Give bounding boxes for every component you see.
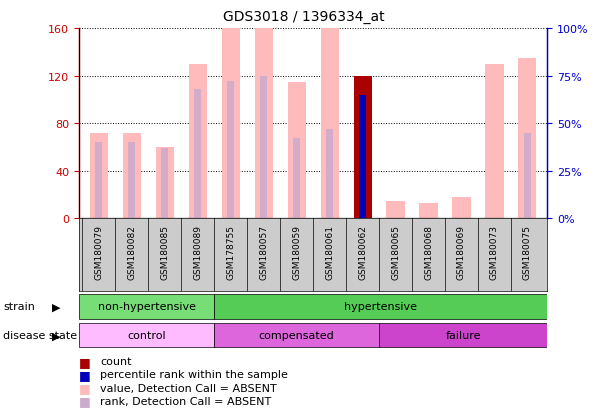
Text: GSM180089: GSM180089: [193, 225, 202, 280]
Bar: [214, 323, 379, 348]
Bar: [214, 294, 547, 319]
Bar: [524, 133, 531, 219]
Bar: [260, 76, 268, 219]
Text: GSM180059: GSM180059: [292, 225, 301, 280]
Bar: [123, 133, 141, 219]
Bar: [156, 147, 174, 219]
Bar: [161, 149, 168, 219]
Text: non-hypertensive: non-hypertensive: [98, 301, 196, 312]
Bar: [188, 64, 207, 219]
Text: ■: ■: [79, 355, 91, 368]
Text: GSM180062: GSM180062: [358, 225, 367, 280]
Text: disease state: disease state: [3, 330, 77, 341]
Text: GSM180079: GSM180079: [94, 225, 103, 280]
Text: GSM180073: GSM180073: [490, 225, 499, 280]
Bar: [379, 323, 547, 348]
Bar: [79, 294, 214, 319]
Bar: [90, 133, 108, 219]
Text: count: count: [100, 356, 132, 366]
Text: hypertensive: hypertensive: [344, 301, 417, 312]
Text: GSM180065: GSM180065: [391, 225, 400, 280]
Text: GDS3018 / 1396334_at: GDS3018 / 1396334_at: [223, 10, 385, 24]
Text: ▶: ▶: [52, 330, 60, 341]
Bar: [353, 76, 371, 219]
Text: rank, Detection Call = ABSENT: rank, Detection Call = ABSENT: [100, 396, 272, 406]
Bar: [485, 64, 503, 219]
Text: ■: ■: [79, 394, 91, 408]
Text: control: control: [127, 330, 166, 341]
Text: GSM180069: GSM180069: [457, 225, 466, 280]
Bar: [452, 197, 471, 219]
Text: ■: ■: [79, 381, 91, 394]
Bar: [320, 5, 339, 219]
Text: compensated: compensated: [259, 330, 334, 341]
Bar: [128, 143, 136, 219]
Text: percentile rank within the sample: percentile rank within the sample: [100, 370, 288, 380]
Bar: [519, 59, 536, 219]
Bar: [387, 201, 404, 219]
Text: ▶: ▶: [52, 301, 60, 312]
Text: ■: ■: [79, 368, 91, 381]
Text: GSM180061: GSM180061: [325, 225, 334, 280]
Text: strain: strain: [3, 301, 35, 312]
Text: value, Detection Call = ABSENT: value, Detection Call = ABSENT: [100, 383, 277, 393]
Bar: [359, 95, 366, 219]
Bar: [255, 0, 273, 219]
Text: GSM180057: GSM180057: [259, 225, 268, 280]
Bar: [227, 82, 234, 219]
Bar: [79, 323, 214, 348]
Text: GSM180085: GSM180085: [161, 225, 169, 280]
Bar: [194, 90, 201, 219]
Text: GSM180082: GSM180082: [127, 225, 136, 280]
Bar: [95, 143, 102, 219]
Text: failure: failure: [446, 330, 481, 341]
Bar: [222, 0, 240, 219]
Bar: [420, 204, 438, 219]
Bar: [326, 130, 333, 219]
Text: GSM180068: GSM180068: [424, 225, 433, 280]
Text: GSM178755: GSM178755: [226, 225, 235, 280]
Text: GSM180075: GSM180075: [523, 225, 532, 280]
Bar: [293, 139, 300, 219]
Bar: [288, 82, 306, 219]
